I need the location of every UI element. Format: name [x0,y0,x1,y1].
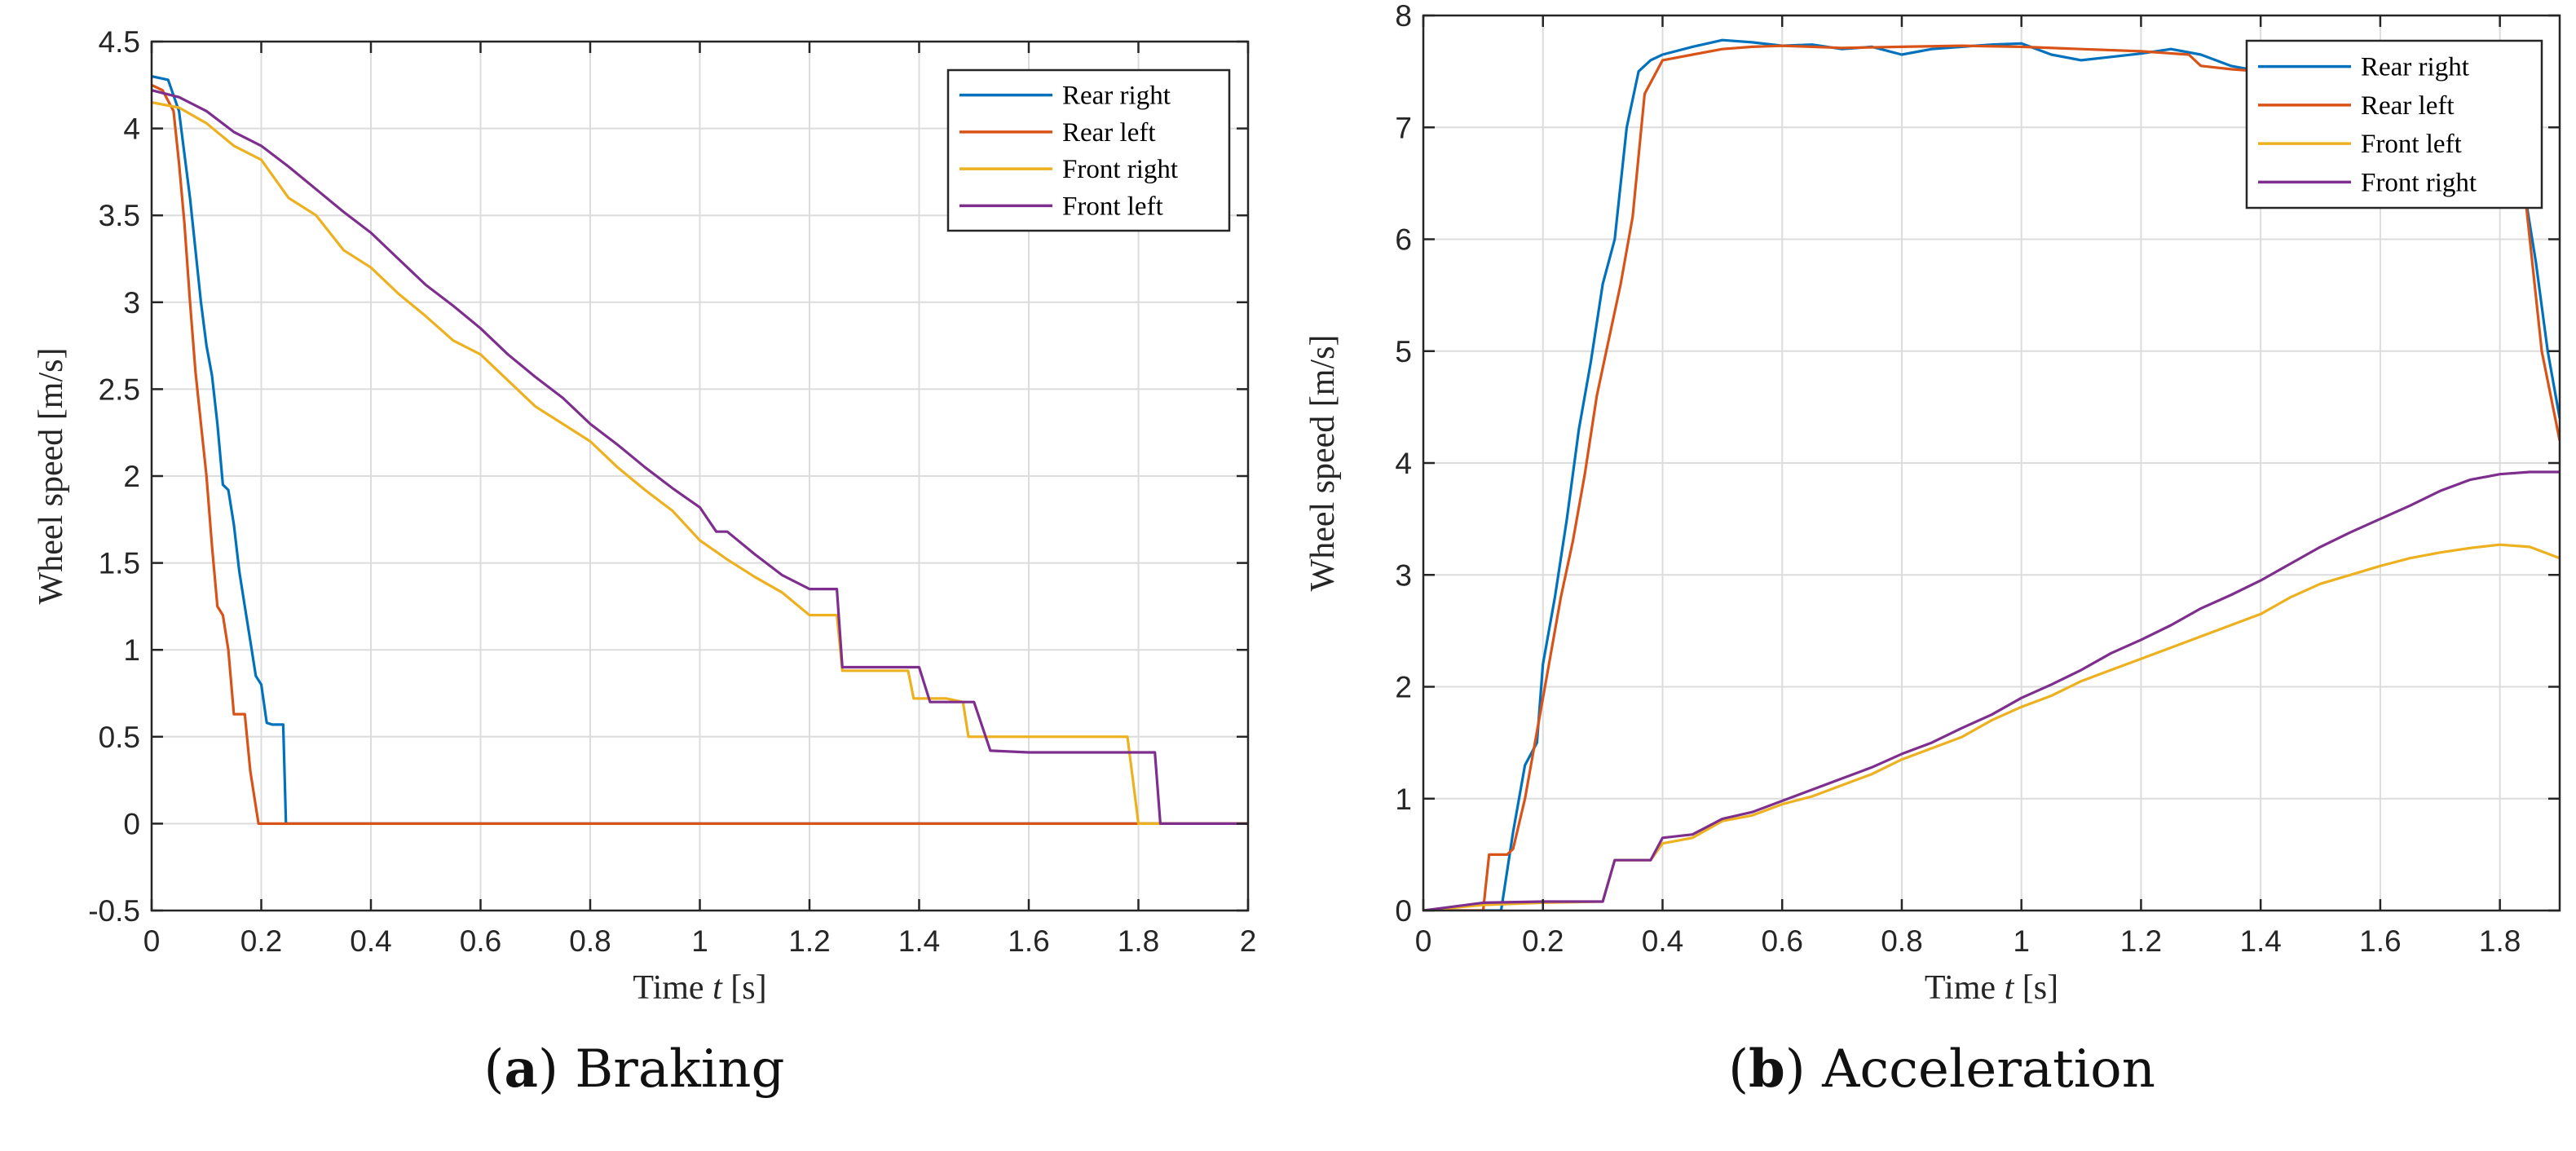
x-tick-label: 2 [1240,924,1257,958]
x-tick-label: 0.2 [240,924,282,958]
legend-entry: Rear left [1062,118,1156,148]
x-tick-label: 1.4 [2239,924,2281,958]
x-tick-label: 0 [1415,924,1432,958]
series-group [152,75,1248,826]
y-tick-label: 3.5 [99,199,140,232]
figure-caption: (b) Acceleration [1728,1039,2155,1100]
x-tick-label: 1.2 [788,924,830,958]
y-tick-label: 1.5 [99,547,140,580]
y-tick-label: 4.5 [99,25,140,59]
legend-entry: Front right [2361,168,2477,197]
legend: Rear right Rear left Front right Front left [946,68,1231,232]
x-axis-label: Time t [s] [633,969,766,1007]
y-axis-label: Wheel speed [m/s] [1304,335,1342,592]
y-tick-label: 4 [123,112,140,146]
legend-box [2245,39,2543,209]
x-tick-label: 1.8 [2479,924,2521,958]
x-tick-label: 1.6 [2359,924,2401,958]
series-line-rear-left [152,83,1248,826]
y-tick-label: 5 [1395,335,1412,368]
series-line-front-left [1423,543,2560,911]
y-tick-label: 1 [1395,783,1412,816]
y-tick-label: 7 [1395,111,1412,144]
y-tick-label: 2 [123,460,140,493]
series-line-front-left [152,89,1248,826]
y-tick-label: 1 [123,633,140,667]
legend: Rear right Rear left Front left Front right [2245,39,2543,209]
y-tick-label: 6 [1395,223,1412,257]
x-tick-label: 0.4 [1642,924,1683,958]
chart-b: 0 0.2 0.4 0.6 0.8 1 1.2 1.4 1.6 1.8 0 1 2 3 4 5 6 7 8 Time … [1304,0,2561,1100]
y-tick-label: 0 [1395,894,1412,928]
y-tick-label: 2 [1395,671,1412,704]
x-tick-label: 1.4 [898,924,940,958]
x-tick-label: 1.2 [2120,924,2162,958]
legend-entry: Rear right [2361,53,2469,82]
y-tick-label: 4 [1395,447,1412,480]
series-line-rear-right [152,75,1248,826]
x-tick-label: 1.6 [1008,924,1049,958]
legend-entry: Front left [1062,192,1163,221]
figure-caption: (a) Braking [484,1039,785,1100]
y-tick-label: 0.5 [99,721,140,754]
series-line-front-right [1423,470,2560,911]
x-tick-label: 0.8 [569,924,611,958]
x-tick-label: 0.6 [460,924,501,958]
chart-a: 0 0.2 0.4 0.6 0.8 1 1.2 1.4 1.6 1.8 2-0.500.511.52… [33,25,1256,1100]
x-tick-label: 1 [691,924,708,958]
y-tick-label: 2.5 [99,373,140,406]
x-tick-label: 0.4 [350,924,391,958]
legend-entry: Rear right [1062,82,1171,111]
y-tick-label: 3 [123,286,140,320]
x-tick-label: 1.8 [1118,924,1159,958]
x-tick-label: 0.8 [1881,924,1922,958]
legend-entry: Front right [1062,155,1178,184]
legend-entry: Front left [2361,130,2462,159]
x-tick-label: 0 [143,924,161,958]
x-tick-label: 1 [2013,924,2030,958]
y-axis-label: Wheel speed [m/s] [33,348,70,605]
legend-entry: Rear left [2361,91,2455,121]
y-tick-label: -0.5 [88,894,140,928]
y-tick-label: 3 [1395,558,1412,592]
legend-box [946,68,1231,232]
y-tick-label: 8 [1395,0,1412,33]
y-tick-label: 0 [123,807,140,840]
x-tick-label: 0.6 [1761,924,1802,958]
x-tick-label: 0.2 [1522,924,1564,958]
x-axis-label: Time t [s] [1925,969,2058,1007]
